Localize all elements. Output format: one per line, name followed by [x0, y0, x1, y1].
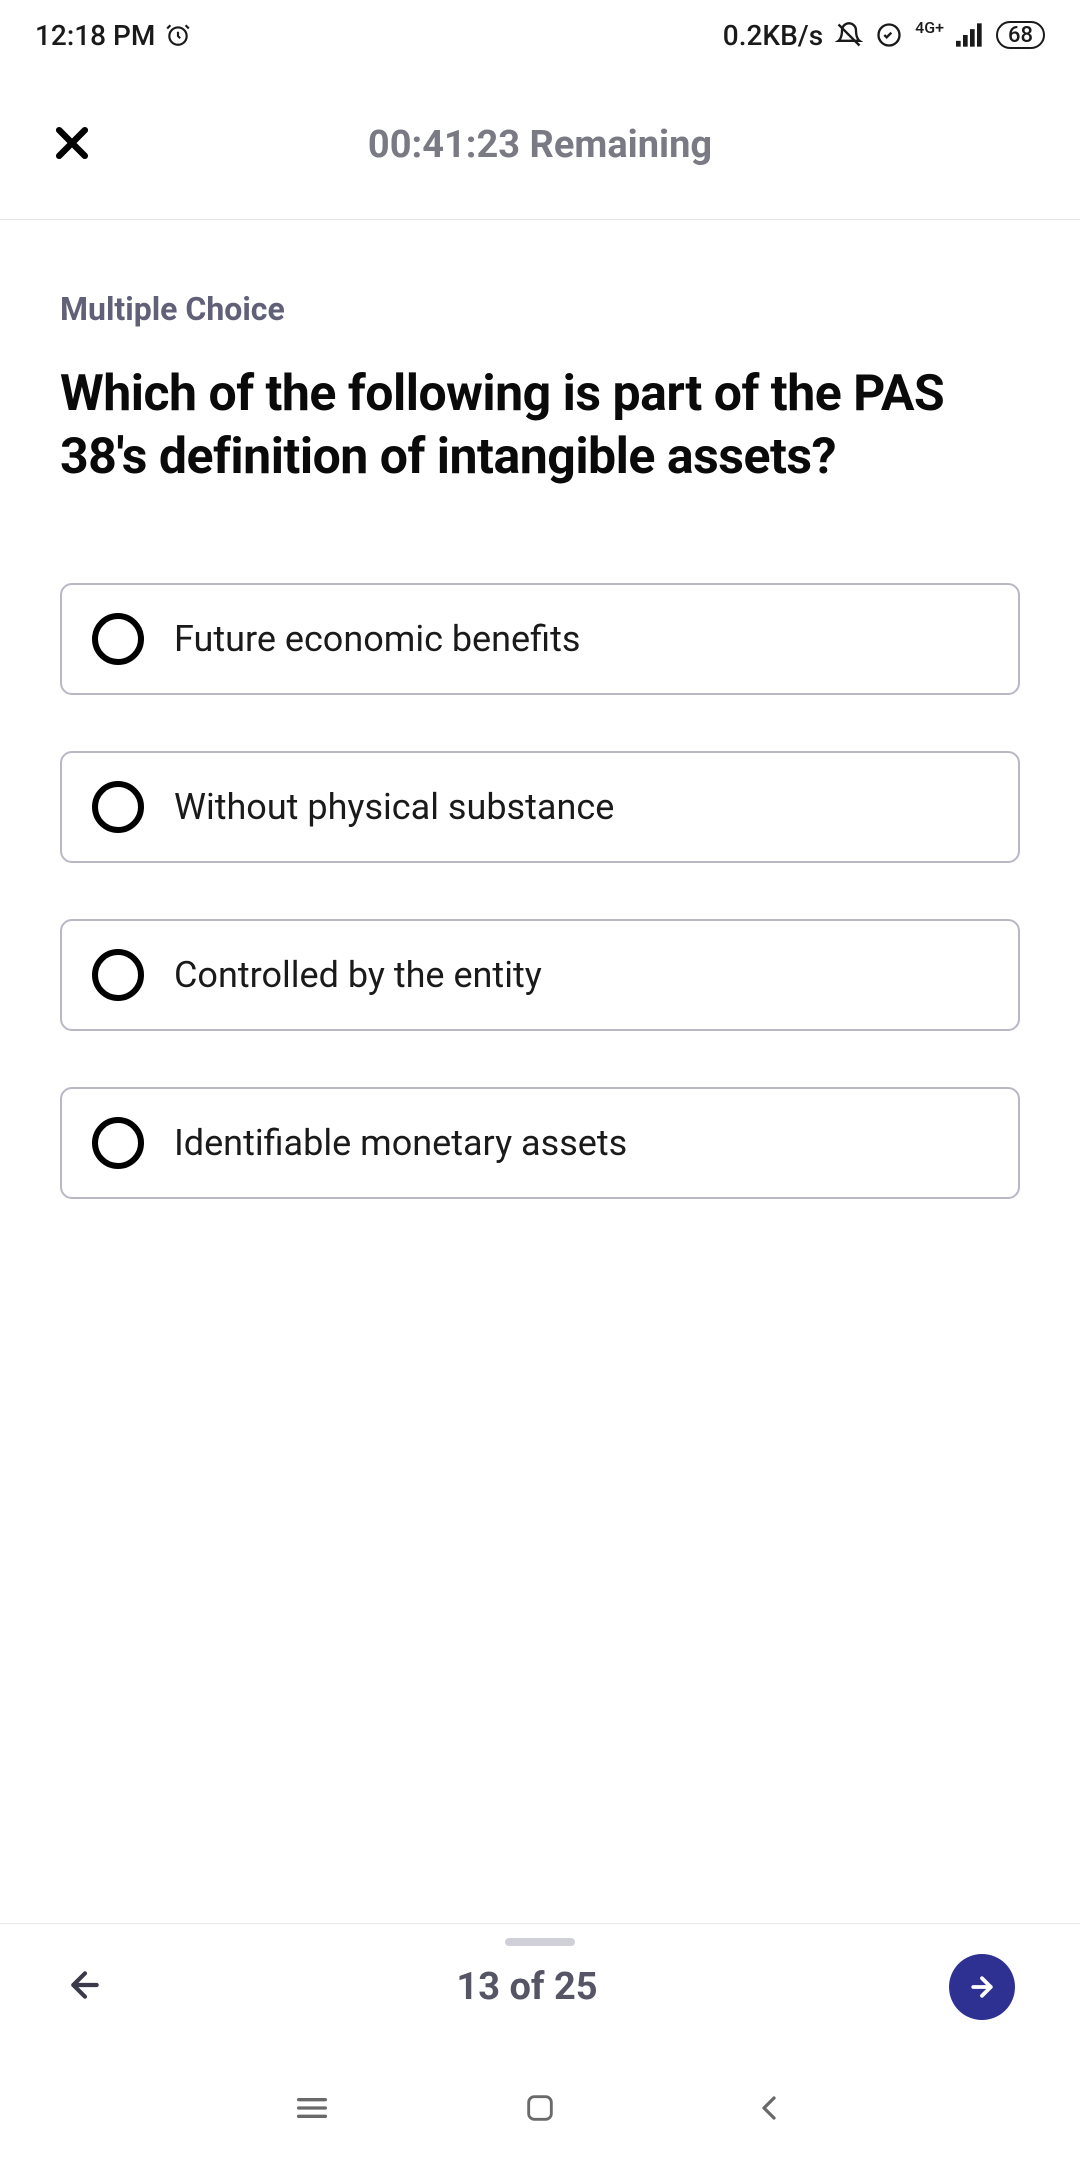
alarm-icon [165, 22, 191, 48]
option-label: Future economic benefits [174, 618, 580, 660]
option-4[interactable]: Identifiable monetary assets [60, 1087, 1020, 1199]
drag-handle[interactable] [505, 1938, 575, 1946]
close-icon [50, 121, 94, 165]
next-button[interactable] [949, 1954, 1015, 2020]
quiz-footer: 13 of 25 [0, 1923, 1080, 2060]
system-nav [0, 2060, 1080, 2160]
timer-remaining: 00:41:23 Remaining [50, 123, 1030, 167]
back-button[interactable] [749, 2088, 789, 2132]
recents-button[interactable] [292, 2088, 332, 2132]
option-label: Controlled by the entity [174, 954, 542, 996]
mute-notification-icon [835, 21, 863, 49]
battery-indicator: 68 [996, 21, 1045, 49]
network-type: 4G+ [915, 18, 944, 37]
arrow-right-icon [967, 1972, 997, 2002]
page-indicator: 13 of 25 [456, 1965, 597, 2009]
home-button[interactable] [523, 2091, 557, 2129]
radio-icon [92, 781, 144, 833]
app-header: 00:41:23 Remaining [0, 70, 1080, 220]
radio-icon [92, 949, 144, 1001]
status-right: 0.2KB/s 4G+ 68 [723, 19, 1045, 52]
radio-icon [92, 613, 144, 665]
status-time: 12:18 PM [35, 19, 155, 52]
arrow-left-icon [65, 1965, 105, 2005]
data-rate: 0.2KB/s [723, 19, 823, 52]
question-type-label: Multiple Choice [60, 290, 1020, 328]
quiz-content: Multiple Choice Which of the following i… [0, 220, 1080, 1923]
clock-check-icon [875, 21, 903, 49]
status-left: 12:18 PM [35, 19, 191, 52]
prev-button[interactable] [65, 1965, 105, 2009]
close-button[interactable] [50, 121, 94, 169]
question-text: Which of the following is part of the PA… [60, 363, 1020, 488]
option-3[interactable]: Controlled by the entity [60, 919, 1020, 1031]
chevron-left-icon [749, 2088, 789, 2128]
option-label: Identifiable monetary assets [174, 1122, 627, 1164]
option-2[interactable]: Without physical substance [60, 751, 1020, 863]
option-1[interactable]: Future economic benefits [60, 583, 1020, 695]
status-bar: 12:18 PM 0.2KB/s 4G+ 68 [0, 0, 1080, 70]
radio-icon [92, 1117, 144, 1169]
signal-icon [956, 23, 984, 47]
menu-icon [292, 2088, 332, 2128]
square-icon [523, 2091, 557, 2125]
option-label: Without physical substance [174, 786, 614, 828]
